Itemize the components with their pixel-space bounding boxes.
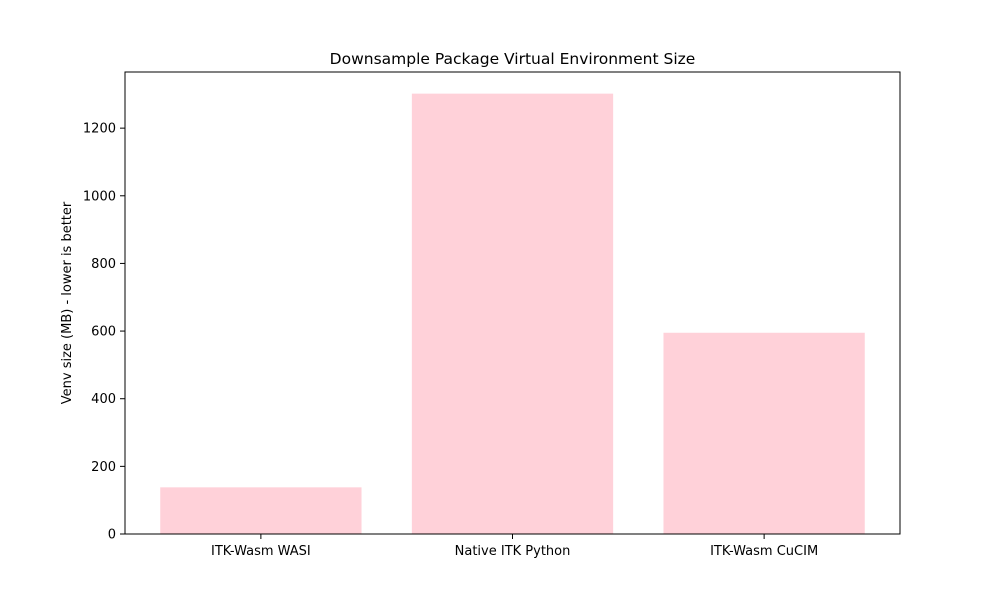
y-tick-label: 200 <box>91 460 116 475</box>
x-tick-label: ITK-Wasm CuCIM <box>710 544 818 559</box>
y-axis: 0 200 400 600 800 1000 1200 <box>83 122 125 543</box>
x-tick-label: ITK-Wasm WASI <box>211 544 311 559</box>
y-tick-label: 400 <box>91 392 116 407</box>
x-tick-label: Native ITK Python <box>455 544 571 559</box>
y-tick-label: 600 <box>91 325 116 340</box>
y-tick-label: 1000 <box>83 189 116 204</box>
x-axis: ITK-Wasm WASI Native ITK Python ITK-Wasm C… <box>211 534 818 559</box>
bars-layer <box>160 93 865 534</box>
y-tick-label: 800 <box>91 257 116 272</box>
bar-native-itk-python <box>411 93 614 534</box>
bar-itk-wasm-wasi <box>160 487 362 534</box>
y-axis-label: Venv size (MB) - lower is better <box>60 201 75 404</box>
y-tick-label: 1200 <box>83 122 116 137</box>
bar-itk-wasm-cucim <box>663 332 865 534</box>
chart-title: Downsample Package Virtual Environment S… <box>330 50 696 68</box>
y-tick-label: 0 <box>108 528 116 543</box>
